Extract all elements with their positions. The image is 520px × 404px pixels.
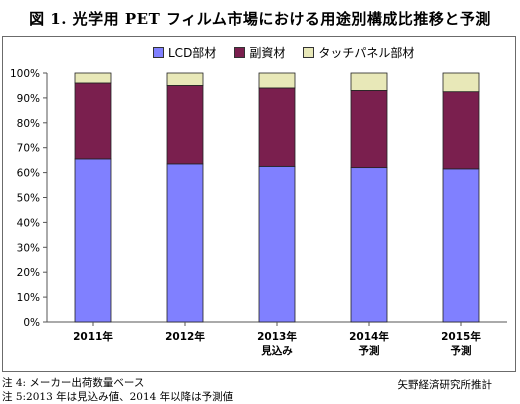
bar-segment-3 — [74, 72, 112, 84]
x-tick-sublabel: 予測 — [359, 344, 380, 357]
x-tick-sublabel: 予測 — [451, 344, 472, 357]
bar-segment-2 — [74, 82, 112, 160]
legend-swatch-lcd — [153, 46, 164, 58]
legend-item-lcd: LCD部材 — [153, 44, 216, 61]
bar-segment-3 — [350, 72, 388, 91]
legend-item-touch-panel: タッチパネル部材 — [303, 44, 414, 61]
x-tick-label: 2011年 — [73, 330, 113, 343]
legend-swatch-sub-material — [234, 46, 246, 58]
bar-segment-2 — [350, 90, 388, 169]
x-tick-label: 2012年 — [165, 330, 205, 343]
chart-title: 図 1. 光学用 PET フィルム市場における用途別構成比推移と予測 — [29, 10, 491, 28]
y-tick-label: 70% — [17, 143, 40, 155]
bar-segment-2 — [258, 87, 296, 167]
bar-segment-3 — [258, 72, 296, 89]
chart-frame: LCD部材 副資材 タッチパネル部材 0% 10% 20% 30% 40% 50% 60% 7… — [2, 36, 516, 372]
bar-segment-1 — [74, 158, 112, 323]
legend-item-sub-material: 副資材 — [234, 44, 285, 61]
y-tick-label: 80% — [17, 118, 40, 130]
bar-segment-3 — [166, 72, 204, 86]
note-1: 注 4: メーカー出荷数量ベース — [2, 377, 145, 389]
legend: LCD部材 副資材 タッチパネル部材 — [153, 43, 414, 61]
y-tick-label: 60% — [17, 168, 40, 180]
y-tick-label: 10% — [17, 292, 40, 304]
bar-segment-1 — [166, 163, 204, 323]
bar-segment-3 — [442, 72, 480, 93]
y-tick-label: 30% — [17, 242, 40, 254]
legend-label-lcd: LCD部材 — [168, 45, 217, 60]
legend-label-sub-material: 副資材 — [249, 45, 286, 60]
stacked-bar-chart: 0% 10% 20% 30% 40% 50% 60% 70% 80% 90% 100% 2011年 20… — [10, 68, 507, 357]
note-2: 注 5:2013 年は見込み値、2014 年以降は予測値 — [2, 391, 234, 403]
y-tick-label: 20% — [17, 267, 40, 279]
source-credit: 矢野経済研究所推計 — [397, 379, 493, 391]
bar-segment-2 — [442, 91, 480, 170]
y-tick-label: 50% — [17, 193, 40, 205]
x-tick-label: 2015年 — [441, 330, 481, 343]
bar-segment-1 — [258, 165, 296, 323]
bar-segment-2 — [166, 85, 204, 165]
y-tick-label: 40% — [17, 217, 40, 229]
y-tick-label: 0% — [23, 317, 40, 329]
bar-segment-1 — [350, 167, 388, 323]
legend-swatch-touch-panel — [303, 46, 315, 58]
y-tick-label: 90% — [17, 93, 40, 105]
bar-segment-1 — [442, 168, 480, 323]
x-tick-label: 2013年 — [257, 330, 297, 343]
y-tick-label: 100% — [10, 68, 40, 80]
x-tick-sublabel: 見込み — [260, 344, 293, 357]
x-tick-label: 2014年 — [349, 330, 389, 343]
legend-label-touch-panel: タッチパネル部材 — [318, 45, 415, 60]
